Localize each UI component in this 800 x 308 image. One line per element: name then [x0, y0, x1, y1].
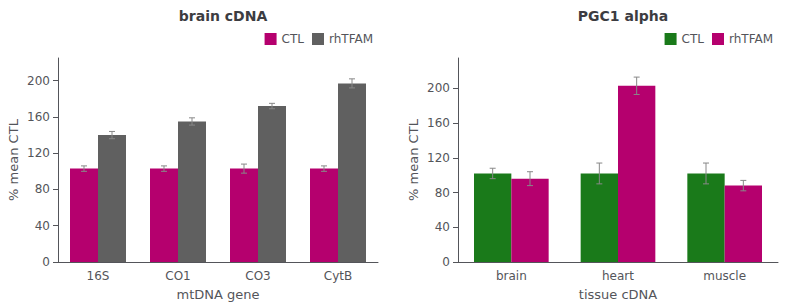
svg-text:rhTFAM: rhTFAM — [729, 32, 773, 46]
svg-text:80: 80 — [435, 186, 450, 200]
svg-text:80: 80 — [35, 182, 50, 196]
svg-text:160: 160 — [27, 110, 50, 124]
svg-text:rhTFAM: rhTFAM — [329, 32, 373, 46]
svg-text:CO1: CO1 — [165, 269, 190, 283]
svg-text:CytB: CytB — [324, 269, 352, 283]
svg-text:brain cDNA: brain cDNA — [179, 8, 268, 24]
svg-text:16S: 16S — [87, 269, 110, 283]
svg-text:200: 200 — [427, 81, 450, 95]
svg-text:brain: brain — [496, 269, 527, 283]
svg-text:40: 40 — [435, 220, 450, 234]
svg-text:mtDNA gene: mtDNA gene — [176, 287, 259, 302]
svg-text:0: 0 — [42, 255, 50, 269]
svg-text:CTL: CTL — [282, 32, 305, 46]
svg-text:muscle: muscle — [703, 269, 746, 283]
svg-text:PGC1 alpha: PGC1 alpha — [578, 8, 668, 24]
svg-text:% mean CTL: % mean CTL — [406, 118, 421, 201]
svg-text:CTL: CTL — [682, 32, 705, 46]
svg-text:tissue cDNA: tissue cDNA — [579, 287, 658, 302]
svg-text:0: 0 — [442, 255, 450, 269]
svg-text:CO3: CO3 — [245, 269, 270, 283]
svg-text:120: 120 — [27, 146, 50, 160]
svg-text:200: 200 — [27, 74, 50, 88]
svg-text:160: 160 — [427, 116, 450, 130]
svg-text:40: 40 — [35, 219, 50, 233]
svg-text:% mean CTL: % mean CTL — [6, 118, 21, 201]
svg-text:heart: heart — [602, 269, 634, 283]
svg-text:120: 120 — [427, 151, 450, 165]
